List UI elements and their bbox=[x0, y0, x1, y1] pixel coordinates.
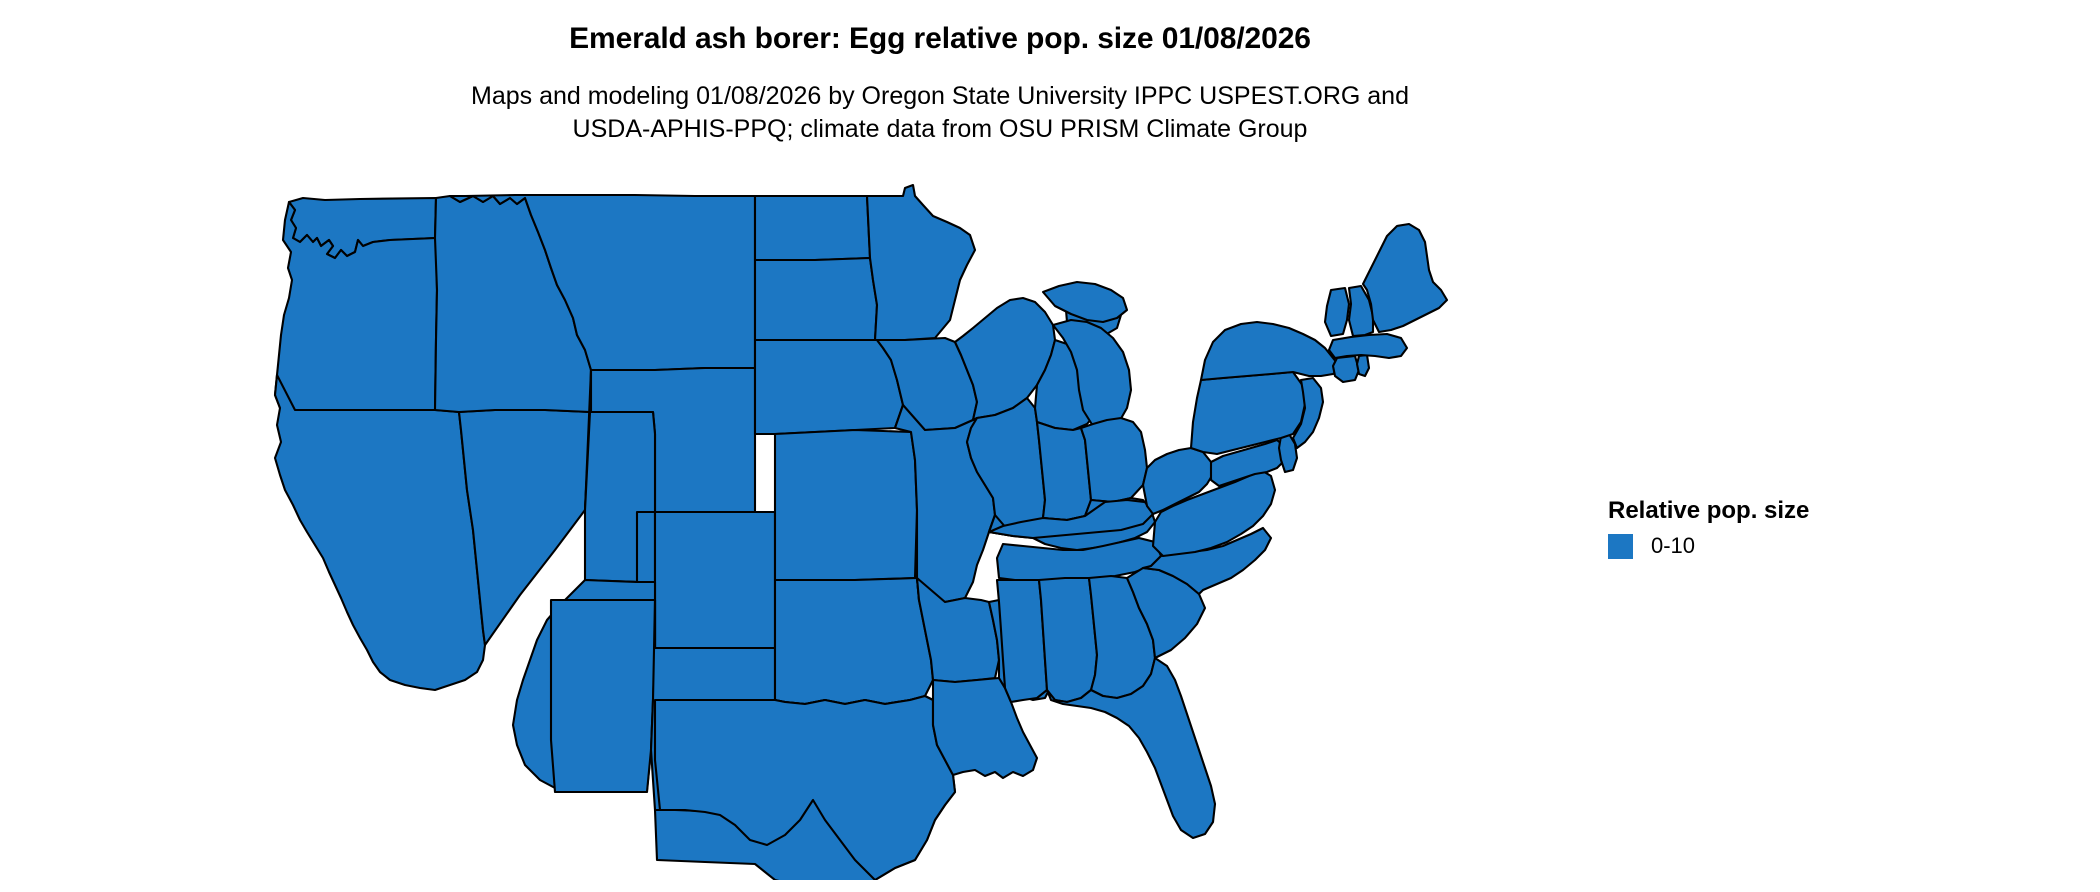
state-north-dakota bbox=[753, 194, 872, 262]
state-montana bbox=[448, 193, 757, 372]
state-florida bbox=[1045, 656, 1217, 840]
state-new-york bbox=[1199, 320, 1343, 382]
state-south-dakota bbox=[753, 256, 879, 342]
state-maine bbox=[1361, 222, 1449, 334]
choropleth-map bbox=[255, 180, 1585, 880]
state-new-jersey bbox=[1291, 376, 1325, 450]
subtitle-line-2: USDA-APHIS-PPQ; climate data from OSU PR… bbox=[572, 115, 1308, 143]
state-maryland bbox=[1209, 438, 1289, 488]
state-michigan-up bbox=[1041, 280, 1129, 324]
page-title: Emerald ash borer: Egg relative pop. siz… bbox=[569, 22, 1311, 55]
map-legend: Relative pop. size 0-10 bbox=[1608, 497, 1908, 559]
state-colorado bbox=[653, 510, 777, 650]
us-states-map-svg bbox=[273, 183, 1449, 880]
legend-swatch-icon bbox=[1608, 533, 1633, 559]
state-arizona-block bbox=[549, 598, 657, 794]
page-subtitle: Maps and modeling 01/08/2026 by Oregon S… bbox=[0, 80, 1880, 146]
state-massachusetts bbox=[1327, 332, 1409, 360]
state-connecticut bbox=[1331, 354, 1361, 384]
state-alabama bbox=[1037, 576, 1099, 704]
legend-label: 0-10 bbox=[1651, 533, 1696, 558]
state-michigan-lp bbox=[1051, 318, 1133, 432]
states-group bbox=[273, 183, 1449, 880]
state-mississippi-body bbox=[995, 578, 1049, 704]
legend-item-0-10[interactable]: 0-10 bbox=[1608, 533, 1908, 559]
state-utah-body bbox=[583, 410, 657, 584]
state-oklahoma bbox=[773, 576, 935, 706]
state-minnesota bbox=[865, 183, 977, 342]
state-texas-body bbox=[653, 694, 957, 880]
state-vermont bbox=[1323, 286, 1351, 338]
state-virginia bbox=[1151, 468, 1277, 558]
state-ohio bbox=[1079, 416, 1149, 504]
state-nebraska bbox=[753, 338, 905, 436]
state-california bbox=[273, 373, 487, 692]
state-kansas bbox=[773, 428, 919, 582]
state-new-hampshire bbox=[1347, 284, 1375, 338]
state-rhode-island bbox=[1355, 353, 1371, 378]
subtitle-line-1: Maps and modeling 01/08/2026 by Oregon S… bbox=[471, 82, 1409, 110]
legend-title: Relative pop. size bbox=[1608, 497, 1810, 524]
state-delaware bbox=[1277, 432, 1299, 474]
